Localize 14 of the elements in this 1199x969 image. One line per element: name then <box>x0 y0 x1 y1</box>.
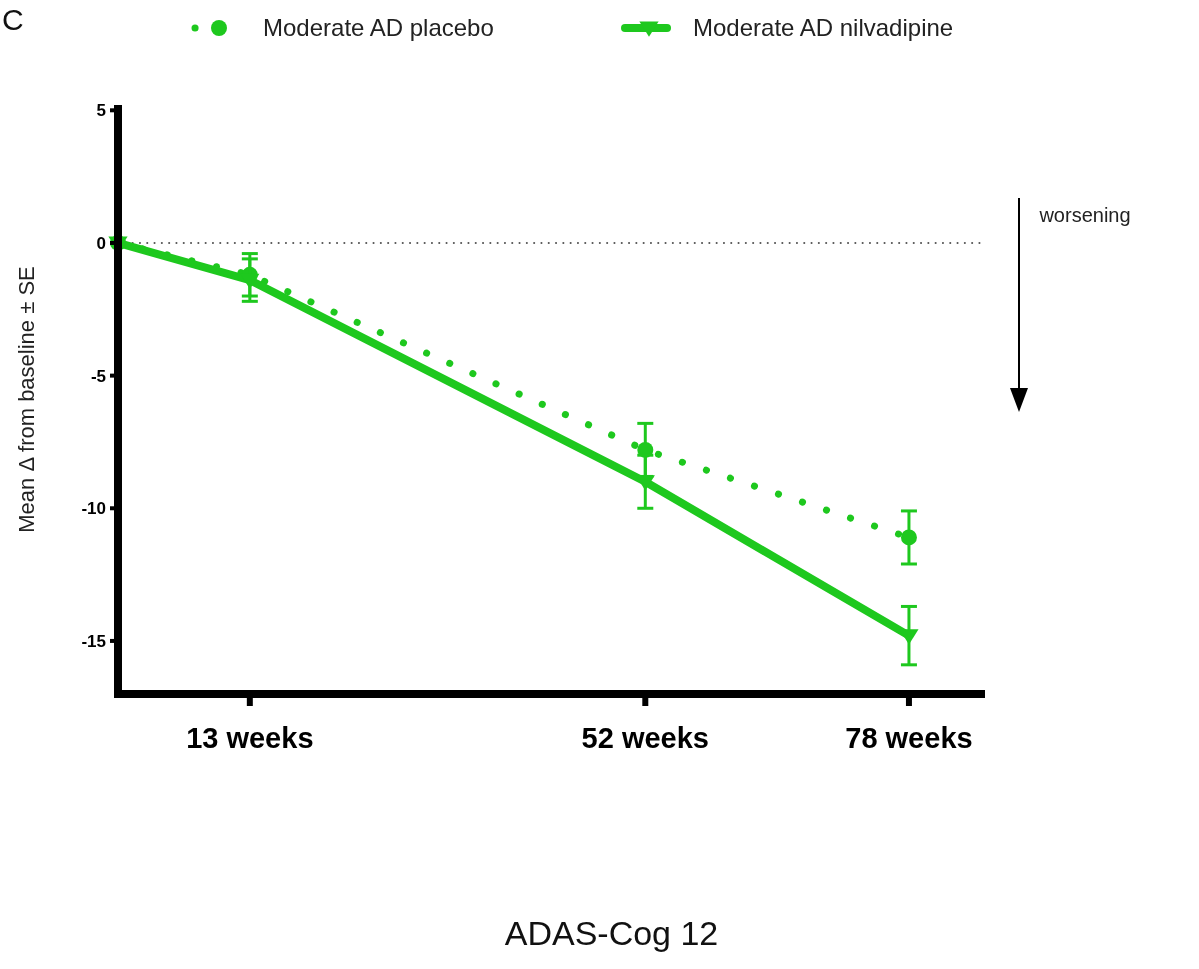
y-tick-label: -5 <box>90 366 106 386</box>
text: worsening <box>1038 204 1131 226</box>
y-tick-label: -10 <box>81 499 106 519</box>
x-axis-title: ADAS-Cog 12 <box>504 914 719 952</box>
y-axis-title: Mean Δ from baseline ± SE <box>14 266 39 533</box>
legend-label: Moderate AD placebo <box>263 14 494 42</box>
y-tick-label: 5 <box>96 101 106 121</box>
y-tick-label: -15 <box>81 631 106 651</box>
text: C <box>2 3 24 36</box>
y-tick-label: 0 <box>96 233 106 253</box>
x-tick-label: 78 weeks <box>845 722 973 754</box>
x-tick-label: 13 weeks <box>186 722 314 754</box>
x-tick-label: 52 weeks <box>581 722 709 754</box>
legend-label: Moderate AD nilvadipine <box>693 14 954 42</box>
